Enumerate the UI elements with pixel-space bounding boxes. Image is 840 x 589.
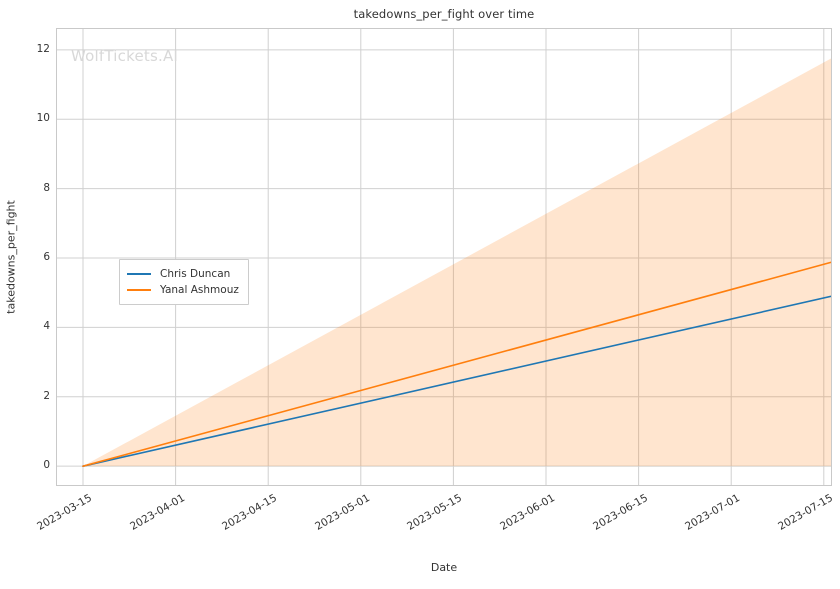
legend-item-label: Yanal Ashmouz (160, 284, 239, 296)
y-tick-label: 2 (43, 389, 50, 402)
legend-swatch-icon (127, 273, 151, 275)
x-tick-label: 2023-05-01 (312, 492, 372, 533)
series-line-1 (82, 295, 831, 467)
y-tick-label: 8 (43, 181, 50, 194)
x-tick-label: 2023-07-01 (683, 492, 743, 533)
legend-item[interactable]: Chris Duncan (127, 266, 239, 282)
x-tick-label: 2023-06-01 (498, 492, 557, 533)
x-tick-label: 2023-07-15 (775, 492, 835, 533)
y-tick-label: 12 (36, 42, 50, 55)
x-axis-label: Date (430, 561, 458, 574)
plot-canvas (57, 29, 831, 485)
y-tick-label: 6 (43, 251, 50, 263)
series-line-2 (82, 261, 831, 467)
chart-title: takedowns_per_fight over time (353, 7, 535, 21)
x-tick-label: 2023-06-15 (590, 492, 650, 533)
x-tick-label: 2023-04-15 (220, 492, 280, 533)
y-tick-label: 0 (43, 459, 50, 472)
legend-item[interactable]: Yanal Ashmouz (127, 282, 239, 298)
y-tick-label: 10 (36, 112, 50, 125)
y-tick-label: 4 (43, 320, 50, 333)
y-axis-ticks: 0 2 4 6 8 10 12 (0, 28, 50, 486)
legend-swatch-icon (127, 289, 151, 291)
legend-item-label: Chris Duncan (160, 268, 231, 280)
x-axis-ticks: 2023-03-15 2023-04-01 2023-04-15 2023-05-01… (35, 486, 835, 556)
x-tick-label: 2023-03-15 (35, 492, 94, 533)
x-tick-label: 2023-04-01 (127, 492, 187, 533)
x-tick-label: 2023-05-15 (405, 492, 465, 533)
plot-area: WolfTickets.AI Chris Duncan Yanal Ashmouz (56, 28, 832, 486)
chart-legend: Chris Duncan Yanal Ashmouz (119, 259, 249, 305)
